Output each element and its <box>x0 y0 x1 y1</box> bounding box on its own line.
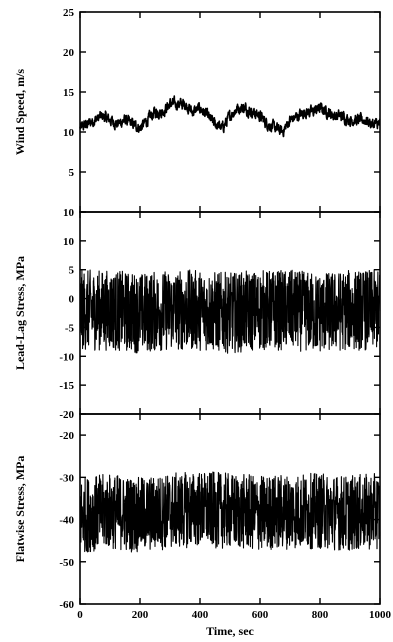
y-tick-label-panel-3-5: -20 <box>59 430 74 442</box>
y-tick-label-panel-1-4: 15 <box>63 87 75 99</box>
y-tick-label-panel-2-5: 0 <box>69 294 75 306</box>
y-tick-label-panel-2-2: -15 <box>59 380 74 392</box>
x-tick-label-2: 200 <box>132 609 149 621</box>
x-tick-label-4: 600 <box>252 609 269 621</box>
series-line-panel-3-1 <box>79 471 381 553</box>
series-line-panel-2-1 <box>79 269 381 354</box>
y-tick-label-panel-2-6: 5 <box>69 265 75 277</box>
x-tick-label-1: 0 <box>77 609 83 621</box>
y-tick-label-panel-2-3: -10 <box>59 351 74 363</box>
y-tick-label-panel-3-4: -30 <box>59 472 74 484</box>
y-tick-label-panel-2-4: -5 <box>65 322 75 334</box>
y-tick-label-panel-1-2: 5 <box>69 167 75 179</box>
y-axis-label-panel-1: Wind Speed, m/s <box>13 69 27 155</box>
y-tick-label-panel-2-7: 10 <box>63 236 75 248</box>
x-axis-label: Time, sec <box>206 624 254 638</box>
y-tick-label-panel-1-3: 10 <box>63 127 75 139</box>
plot-frame-panel-3 <box>79 413 381 605</box>
y-tick-label-panel-3-3: -40 <box>59 515 74 527</box>
y-tick-label-panel-3-2: -50 <box>59 557 74 569</box>
x-tick-label-6: 1000 <box>369 609 392 621</box>
series-line-panel-1-1 <box>79 95 381 138</box>
y-tick-label-panel-2-1: -20 <box>59 409 74 421</box>
x-tick-label-5: 800 <box>312 609 329 621</box>
y-tick-label-panel-3-1: -60 <box>59 599 74 611</box>
y-tick-label-panel-2-8: 10 <box>63 207 75 219</box>
y-axis-label-panel-3: Flatwise Stress, MPa <box>13 456 27 563</box>
y-tick-label-panel-1-5: 20 <box>63 47 75 59</box>
y-tick-label-panel-1-6: 25 <box>63 7 75 19</box>
y-axis-label-panel-2: Lead-Lag Stress, MPa <box>13 256 27 370</box>
x-tick-label-3: 400 <box>192 609 209 621</box>
